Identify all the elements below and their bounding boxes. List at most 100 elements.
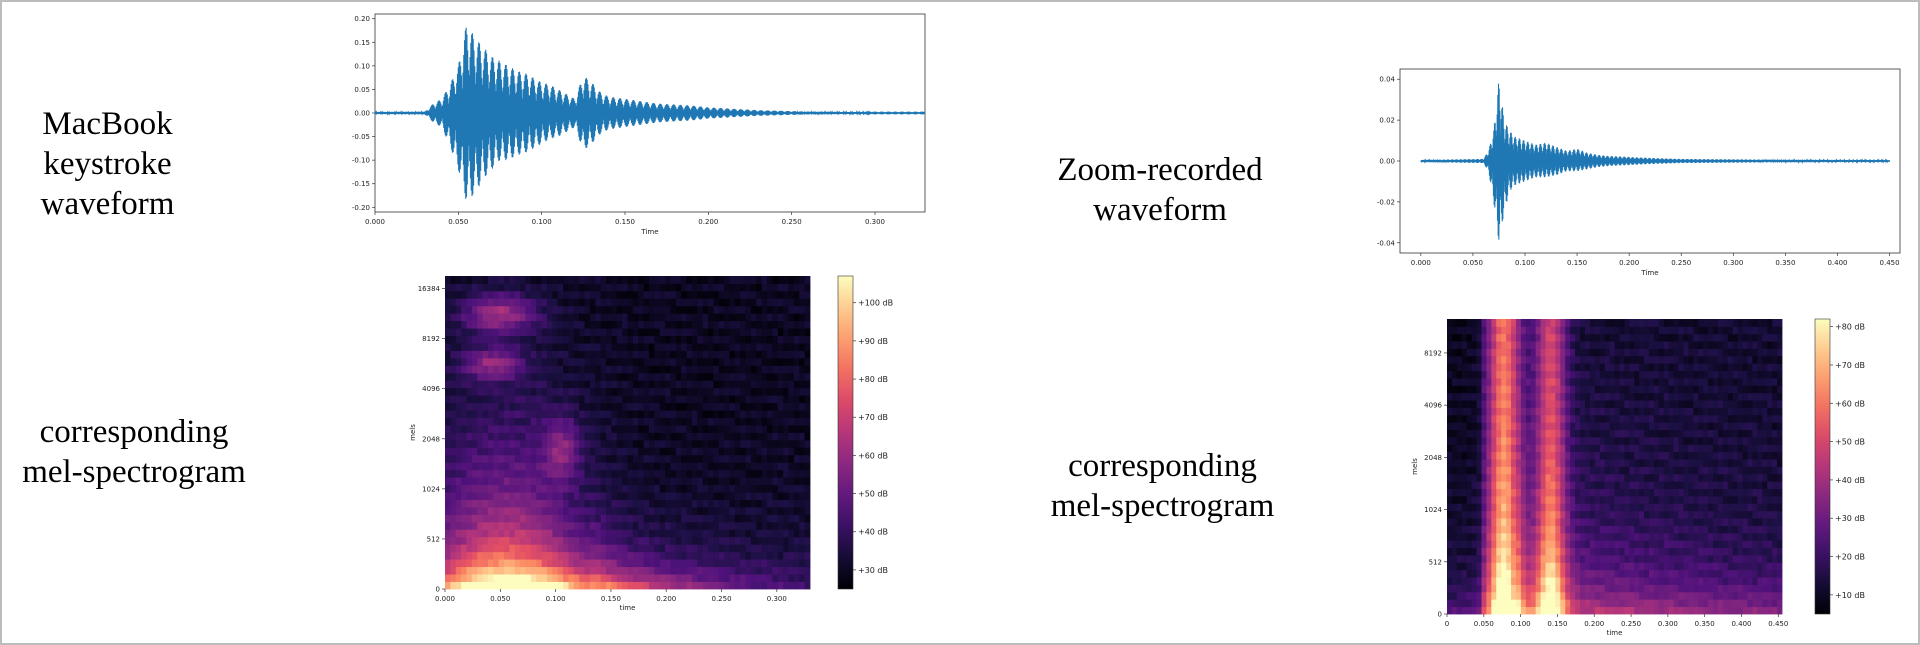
- spectrogram-cell: [670, 387, 677, 396]
- spectrogram-cell: [638, 492, 645, 500]
- spectrogram-cell: [1515, 451, 1522, 460]
- spectrogram-cell: [1624, 466, 1630, 475]
- spectrogram-cell: [799, 484, 806, 493]
- spectrogram-cell: [504, 454, 510, 463]
- spectrogram-cell: [724, 380, 730, 389]
- spectrogram-cell: [477, 454, 483, 463]
- spectrogram-cell: [1663, 459, 1670, 467]
- spectrogram-cell: [632, 402, 639, 411]
- spectrogram-cell: [455, 559, 462, 568]
- spectrogram-cell: [761, 290, 768, 299]
- spectrogram-cell: [1609, 532, 1615, 541]
- spectrogram-cell: [1565, 584, 1571, 593]
- spectrogram-cell: [493, 462, 500, 471]
- spectrogram-cell: [466, 559, 473, 568]
- spectrogram-cell: [1481, 606, 1487, 615]
- spectrogram-cell: [1476, 481, 1482, 490]
- spectrogram-cell: [530, 417, 537, 426]
- spectrogram-cell: [616, 477, 623, 486]
- spectrogram-cell: [675, 276, 682, 284]
- spectrogram-cell: [611, 484, 618, 493]
- spectrogram-cell: [589, 328, 596, 337]
- spectrogram-cell: [1594, 378, 1601, 386]
- spectrogram-cell: [445, 410, 451, 418]
- spectrogram-cell: [471, 477, 478, 486]
- spectrogram-cell: [1501, 355, 1507, 364]
- spectrogram-cell: [783, 387, 789, 396]
- spectrogram-cell: [1639, 444, 1645, 453]
- spectrogram-cell: [466, 335, 473, 344]
- spectrogram-cell: [1545, 584, 1551, 593]
- spectrogram-cell: [1501, 333, 1507, 342]
- spectrogram-cell: [1584, 444, 1591, 453]
- spectrogram-cell: [627, 447, 634, 456]
- spectrogram-cell: [1570, 503, 1576, 512]
- spectrogram-cell: [686, 529, 693, 538]
- spectrogram-cell: [659, 290, 666, 299]
- spectrogram-cell: [1466, 525, 1473, 534]
- spectrogram-cell: [1644, 355, 1650, 364]
- spectrogram-cell: [750, 365, 757, 374]
- spectrogram-cell: [756, 365, 763, 374]
- spectrogram-cell: [563, 447, 569, 456]
- spectrogram-cell: [1653, 414, 1660, 423]
- spectrogram-cell: [520, 410, 526, 418]
- spectrogram-cell: [546, 380, 553, 389]
- spectrogram-cell: [1634, 540, 1640, 549]
- spectrogram-cell: [1515, 532, 1522, 541]
- spectrogram-cell: [520, 417, 526, 426]
- spectrogram-cell: [1624, 444, 1630, 453]
- spectrogram-cell: [1525, 584, 1532, 593]
- spectrogram-cell: [455, 447, 462, 456]
- spectrogram-cell: [1466, 392, 1473, 401]
- spectrogram-cell: [595, 276, 602, 284]
- spectrogram-cell: [1565, 363, 1571, 372]
- spectrogram-cell: [665, 372, 671, 381]
- spectrogram-cell: [729, 395, 736, 404]
- spectrogram-cell: [445, 305, 451, 314]
- spectrogram-cell: [1688, 577, 1694, 585]
- spectrogram-cell: [1555, 400, 1561, 408]
- spectrogram-cell: [777, 395, 784, 404]
- spectrogram-cell: [1476, 510, 1482, 519]
- spectrogram-cell: [638, 462, 645, 471]
- spectrogram-cell: [793, 477, 800, 486]
- spectrogram-cell: [546, 544, 553, 553]
- spectrogram-cell: [471, 357, 478, 366]
- spectrogram-cell: [1511, 429, 1517, 438]
- spectrogram-cell: [1451, 532, 1458, 541]
- spectrogram-cell: [697, 447, 704, 456]
- spectrogram-cell: [767, 290, 773, 299]
- spectrogram-cell: [1629, 584, 1635, 593]
- spectrogram-cell: [1639, 392, 1645, 401]
- spectrogram-cell: [1594, 392, 1601, 401]
- spectrogram-cell: [638, 574, 645, 582]
- spectrogram-cell: [1619, 392, 1625, 401]
- spectrogram-cell: [541, 380, 548, 389]
- spectrogram-cell: [1683, 577, 1689, 585]
- spectrogram-cell: [729, 454, 736, 463]
- spectrogram-cell: [1476, 496, 1482, 504]
- spectrogram-cell: [767, 313, 773, 322]
- spectrogram-cell: [584, 365, 591, 374]
- spectrogram-cell: [1648, 606, 1655, 615]
- spectrogram-cell: [724, 551, 730, 560]
- spectrogram-cell: [756, 551, 763, 560]
- spectrogram-cell: [654, 395, 661, 404]
- spectrogram-cell: [1456, 459, 1463, 467]
- spectrogram-cell: [1570, 481, 1576, 490]
- spectrogram-cell: [1604, 385, 1610, 394]
- spectrogram-cell: [702, 328, 709, 337]
- spectrogram-cell: [1639, 378, 1645, 386]
- spectrogram-cell: [1506, 503, 1512, 512]
- spectrogram-cell: [1461, 363, 1468, 372]
- spectrogram-cell: [466, 574, 473, 582]
- spectrogram-cell: [1447, 532, 1453, 541]
- spectrogram-cell: [1594, 414, 1601, 423]
- spectrogram-cell: [1570, 488, 1576, 497]
- spectrogram-cell: [1486, 319, 1492, 327]
- spectrogram-cell: [493, 276, 500, 284]
- spectrogram-cell: [622, 507, 628, 515]
- spectrogram-cell: [573, 469, 580, 478]
- spectrogram-cell: [1584, 518, 1591, 526]
